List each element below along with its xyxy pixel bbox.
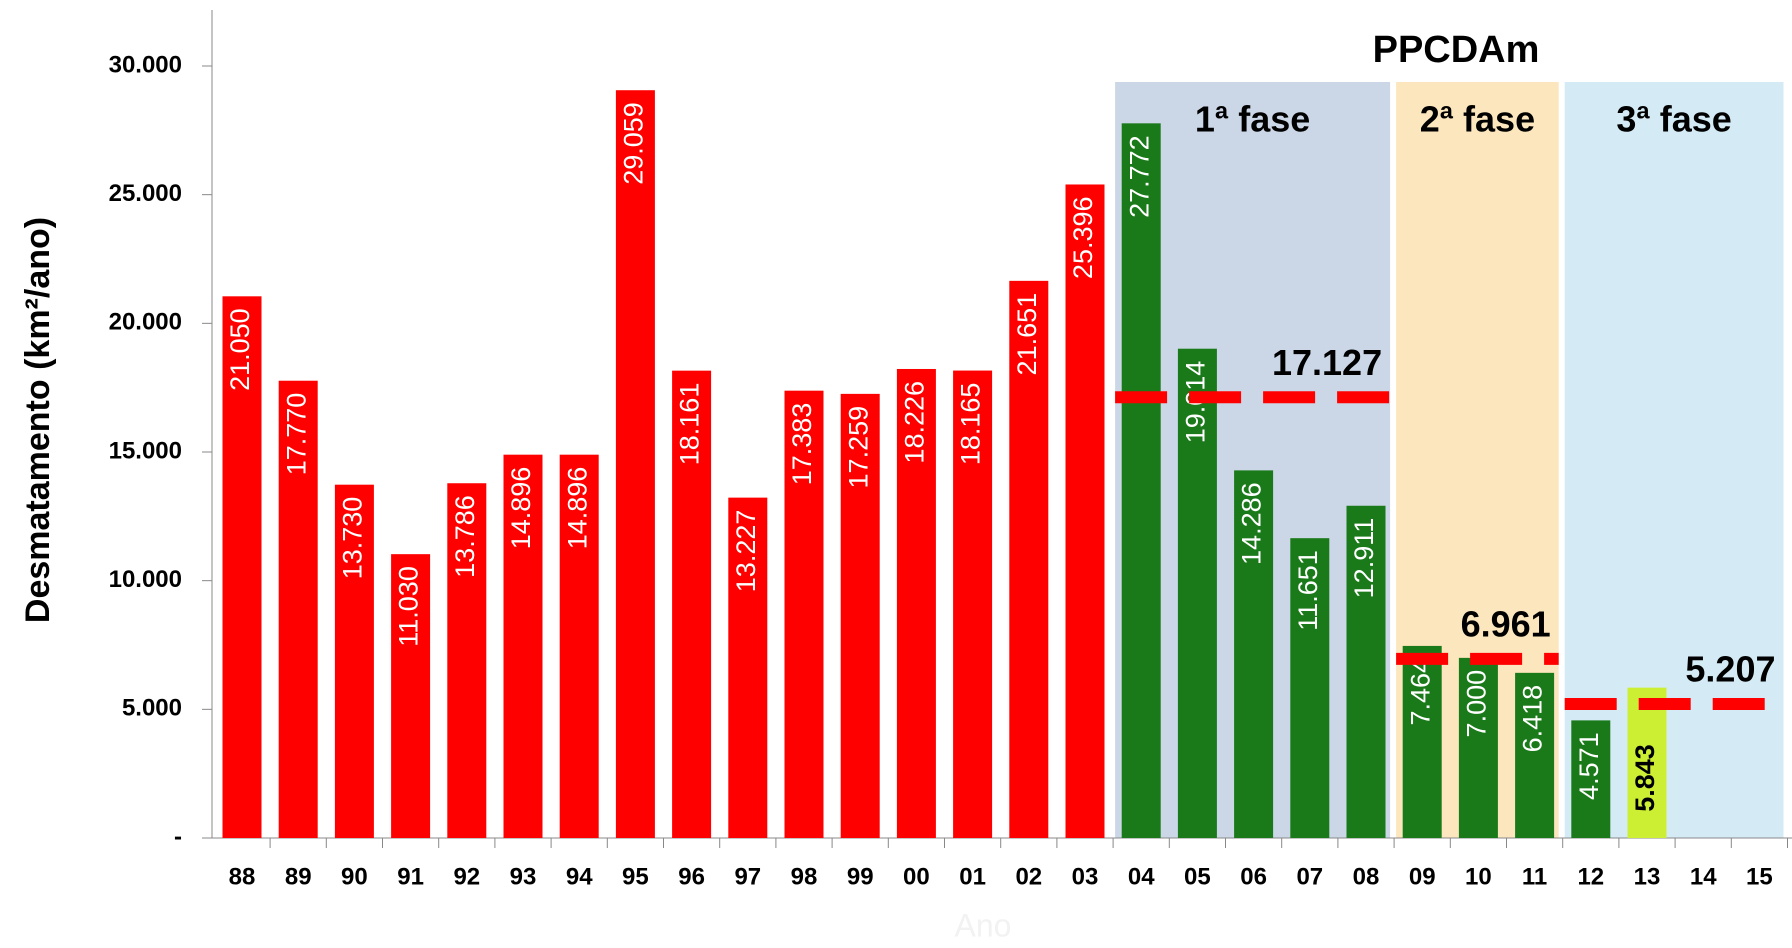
- value-label: 13.786: [450, 495, 480, 578]
- bar: [278, 380, 318, 838]
- bar: [1571, 720, 1611, 838]
- x-tick-label: 15: [1746, 863, 1773, 890]
- value-label: 7.464: [1405, 658, 1435, 726]
- x-tick-label: 93: [510, 863, 537, 890]
- bar: [1290, 538, 1330, 838]
- phase-label: 1ª fase: [1195, 99, 1310, 140]
- value-label: 6.418: [1518, 685, 1548, 753]
- phase-label: 3ª fase: [1616, 99, 1731, 140]
- value-label: 27.772: [1124, 135, 1154, 218]
- value-label: 11.651: [1293, 550, 1323, 631]
- bar: [896, 368, 936, 838]
- x-tick-label: 92: [453, 863, 480, 890]
- x-tick-label: 10: [1465, 863, 1492, 890]
- value-label: 5.843: [1630, 744, 1660, 812]
- phase-band: [1564, 82, 1784, 838]
- x-tick-label: 13: [1634, 863, 1661, 890]
- bar: [334, 484, 374, 838]
- y-tick-label: 20.000: [109, 309, 182, 336]
- bar: [222, 296, 262, 838]
- value-label: 18.165: [956, 383, 986, 466]
- value-label: 13.227: [731, 510, 761, 593]
- value-label: 17.259: [843, 406, 873, 489]
- phase-backgrounds: [1115, 82, 1784, 838]
- value-label: 21.050: [225, 308, 255, 391]
- y-tick-label: 10.000: [109, 566, 182, 593]
- bar: [1515, 672, 1555, 838]
- bar: [1627, 687, 1667, 838]
- bar: [503, 454, 543, 838]
- x-tick-label: 06: [1240, 863, 1267, 890]
- x-tick-label: 11: [1522, 863, 1547, 890]
- x-tick-label: 97: [734, 863, 761, 890]
- value-label: 7.000: [1462, 670, 1492, 738]
- bar: [1402, 645, 1442, 838]
- x-tick-label: 96: [678, 863, 705, 890]
- value-label: 29.059: [619, 102, 649, 185]
- y-tick-label: 25.000: [109, 180, 182, 207]
- bar: [1177, 348, 1217, 838]
- x-tick-label: 00: [903, 863, 930, 890]
- x-tick-label: 99: [847, 863, 874, 890]
- x-tick-label: 14: [1690, 863, 1717, 890]
- value-label: 25.396: [1068, 196, 1098, 279]
- x-tick-label: 08: [1353, 863, 1380, 890]
- bar: [840, 393, 880, 838]
- x-tick-label: 07: [1296, 863, 1323, 890]
- bar: [559, 454, 599, 838]
- x-tick-label: 05: [1184, 863, 1211, 890]
- bar: [728, 497, 768, 838]
- chart-title: PPCDAm: [1373, 29, 1540, 71]
- bar: [1458, 657, 1498, 838]
- value-label: 14.896: [562, 467, 592, 550]
- x-tick-label: 01: [959, 863, 986, 890]
- x-axis-title: Ano: [955, 907, 1012, 943]
- bar: [784, 390, 824, 838]
- y-axis-title: Desmatamento (km²/ano): [19, 217, 57, 623]
- bar: [1346, 505, 1386, 838]
- bar: [1121, 123, 1161, 839]
- x-tick-label: 94: [566, 863, 593, 890]
- value-label: 13.730: [338, 497, 368, 580]
- y-tick-label: 5.000: [122, 695, 182, 722]
- x-tick-label: 88: [229, 863, 256, 890]
- x-tick-label: 09: [1409, 863, 1436, 890]
- average-label: 5.207: [1685, 649, 1775, 690]
- x-tick-label: 98: [791, 863, 818, 890]
- bar: [1009, 280, 1049, 838]
- value-label: 17.383: [787, 403, 817, 486]
- average-label: 6.961: [1461, 603, 1551, 644]
- y-tick-label: -: [174, 823, 182, 850]
- bar: [1065, 184, 1105, 839]
- bar: [615, 90, 655, 838]
- bar: [672, 370, 712, 838]
- x-tick-label: 89: [285, 863, 312, 890]
- value-label: 21.651: [1012, 293, 1042, 376]
- phase-label: 2ª fase: [1420, 99, 1535, 140]
- y-tick-label: 15.000: [109, 437, 182, 464]
- x-tick-label: 90: [341, 863, 368, 890]
- x-tick-label: 02: [1015, 863, 1042, 890]
- value-label: 14.896: [506, 467, 536, 550]
- bar: [447, 483, 487, 838]
- bar: [1234, 470, 1274, 838]
- value-label: 17.770: [281, 393, 311, 476]
- value-label: 4.571: [1574, 732, 1604, 800]
- value-label: 14.286: [1237, 482, 1267, 565]
- value-label: 18.226: [900, 381, 930, 464]
- average-label: 17.127: [1272, 342, 1382, 383]
- value-label: 18.161: [675, 383, 705, 466]
- x-tick-label: 04: [1128, 863, 1155, 890]
- x-tick-label: 95: [622, 863, 649, 890]
- x-tick-label: 91: [397, 863, 424, 890]
- y-tick-label: 30.000: [109, 51, 182, 78]
- value-label: 12.911: [1349, 518, 1379, 599]
- x-tick-label: 12: [1577, 863, 1604, 890]
- x-tick-label: 03: [1072, 863, 1099, 890]
- bar: [391, 554, 431, 838]
- value-label: 11.030: [394, 566, 424, 647]
- bar: [953, 370, 993, 838]
